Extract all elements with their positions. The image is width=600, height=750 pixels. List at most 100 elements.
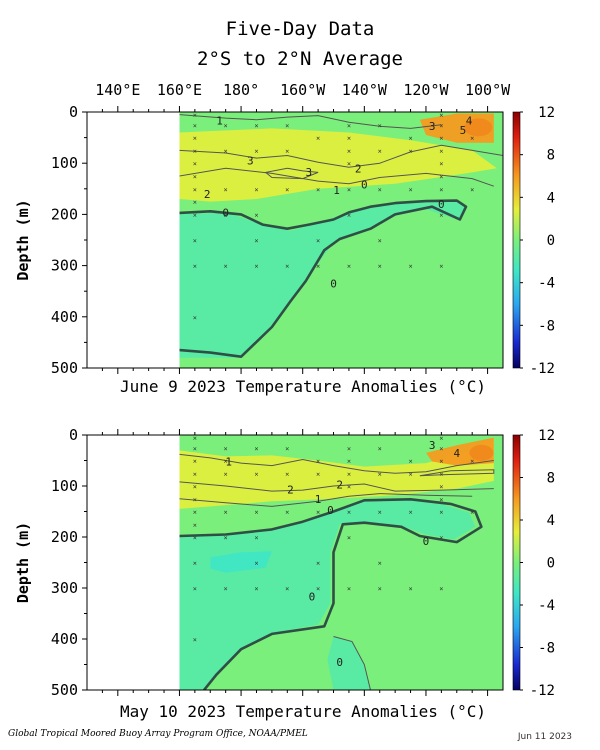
sample-point: ×: [316, 585, 320, 593]
contour-label: 0: [309, 591, 316, 604]
sample-point: ×: [439, 470, 443, 478]
contour-label: 2: [204, 188, 211, 201]
sample-point: ×: [254, 263, 258, 271]
sample-point: ×: [193, 237, 197, 245]
sample-point: ×: [347, 135, 351, 143]
sample-point: ×: [193, 435, 197, 443]
colorbar-tick-label: -12: [530, 361, 555, 377]
sample-point: ×: [224, 458, 228, 466]
sample-point: ×: [285, 585, 289, 593]
sample-point: ×: [470, 458, 474, 466]
sample-point: ×: [378, 147, 382, 155]
contour-label: 3: [306, 166, 313, 179]
sample-point: ×: [378, 509, 382, 517]
colorbar: [512, 111, 521, 369]
sample-point: ×: [378, 560, 382, 568]
sample-point: ×: [193, 445, 197, 453]
colorbar-tick-label: 8: [547, 148, 555, 164]
chart-panel-2: × × × × × × × × × × × × × × × × × × × × × × × × × × × × × × × × × × × × × × × ×…: [14, 426, 555, 721]
sample-point: ×: [254, 122, 258, 130]
y-tick-label: 400: [51, 630, 78, 648]
colorbar-tick-label: -4: [538, 598, 555, 614]
anomaly-region: [327, 636, 371, 690]
y-axis-label: Depth (m): [14, 199, 32, 280]
sample-point: ×: [193, 585, 197, 593]
anomaly-core: [464, 118, 493, 137]
sample-point: ×: [193, 199, 197, 207]
sample-point: ×: [224, 534, 228, 542]
contour-label: 1: [333, 184, 340, 197]
contour-line: [179, 453, 494, 474]
colorbar-tick-label: 12: [538, 105, 555, 121]
sample-point: ×: [254, 509, 258, 517]
contour-label: 0: [438, 198, 445, 211]
anomaly-region: [179, 201, 466, 358]
contour-line: [419, 469, 495, 477]
y-tick-label: 100: [51, 154, 78, 172]
anomaly-region: [179, 128, 497, 202]
sample-point: ×: [378, 445, 382, 453]
sample-point: ×: [316, 470, 320, 478]
sample-point: ×: [285, 186, 289, 194]
sample-point: ×: [254, 445, 258, 453]
contour-label: 1: [315, 493, 322, 506]
sample-point: ×: [439, 435, 443, 443]
sample-point: ×: [254, 534, 258, 542]
sample-point: ×: [378, 237, 382, 245]
sample-point: ×: [285, 509, 289, 517]
colorbar-tick-label: -4: [538, 276, 555, 292]
colorbar-tick-label: -8: [538, 318, 555, 334]
sample-point: ×: [439, 483, 443, 491]
sample-point: ×: [347, 534, 351, 542]
sample-point: ×: [439, 458, 443, 466]
sample-point: ×: [193, 160, 197, 168]
contour-label: 0: [327, 504, 334, 517]
sample-point: ×: [347, 445, 351, 453]
colorbar-tick-label: -12: [530, 683, 555, 699]
sample-point: ×: [193, 186, 197, 194]
sample-point: ×: [470, 186, 474, 194]
colorbar-tick-label: 8: [547, 471, 555, 487]
sample-point: ×: [439, 509, 443, 517]
sample-point: ×: [347, 585, 351, 593]
anomaly-region: [210, 551, 272, 573]
sample-point: ×: [193, 263, 197, 271]
y-tick-label: 100: [51, 477, 78, 495]
sample-point: ×: [439, 122, 443, 130]
x-tick-label: 140°W: [342, 81, 388, 99]
contour-label: 0: [361, 179, 368, 192]
sample-point: ×: [470, 509, 474, 517]
sample-point: ×: [439, 112, 443, 120]
sample-point: ×: [408, 585, 412, 593]
y-tick-label: 300: [51, 579, 78, 597]
x-tick-label: 180°: [223, 81, 259, 99]
x-tick-label: 120°W: [403, 81, 449, 99]
y-tick-label: 200: [51, 205, 78, 223]
y-tick-label: 500: [51, 359, 78, 377]
sample-point: ×: [224, 122, 228, 130]
sample-point: ×: [347, 509, 351, 517]
y-tick-label: 400: [51, 308, 78, 326]
sample-point: ×: [254, 186, 258, 194]
colorbar-tick-label: 4: [547, 190, 555, 206]
sample-point: ×: [254, 237, 258, 245]
contour-label: 1: [216, 115, 223, 128]
sample-point: ×: [193, 122, 197, 130]
sample-point: ×: [378, 122, 382, 130]
sample-point: ×: [378, 263, 382, 271]
colorbar: [512, 434, 521, 691]
sample-point: ×: [193, 560, 197, 568]
sample-point: ×: [193, 470, 197, 478]
y-tick-label: 300: [51, 257, 78, 275]
colorbar-tick-label: 4: [547, 513, 555, 529]
sample-point: ×: [193, 173, 197, 181]
contour-label: 3: [247, 155, 254, 168]
sample-point: ×: [254, 560, 258, 568]
sample-point: ×: [193, 509, 197, 517]
contour-line: [264, 167, 319, 180]
sample-point: ×: [439, 173, 443, 181]
colorbar-tick-label: -8: [538, 641, 555, 657]
sample-point: ×: [316, 458, 320, 466]
sample-point: ×: [347, 122, 351, 130]
sample-point: ×: [254, 470, 258, 478]
